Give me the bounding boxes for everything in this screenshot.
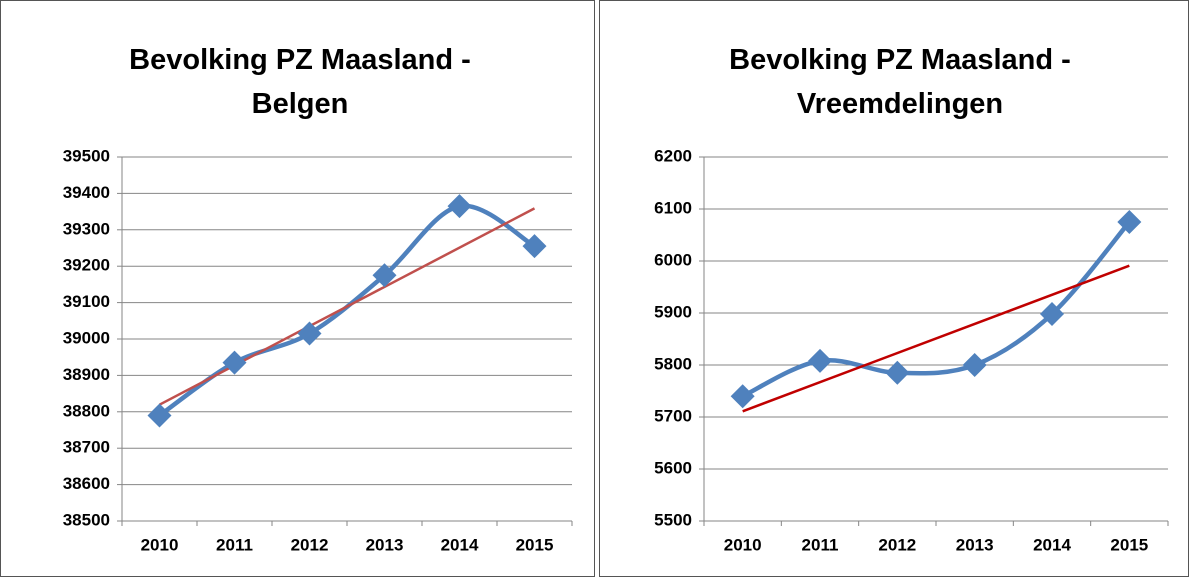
x-tick-label: 2012 [878,535,916,554]
x-tick-label: 2014 [1033,535,1071,554]
x-tick-label: 2013 [956,535,994,554]
y-tick-label: 38900 [63,365,110,384]
x-tick-label: 2011 [802,535,839,554]
y-tick-label: 6000 [654,250,692,269]
x-tick-label: 2010 [141,535,179,554]
data-point [1117,210,1142,234]
x-tick-label: 2011 [216,535,253,554]
y-tick-label: 38500 [63,510,110,529]
y-tick-label: 39500 [63,146,110,165]
trendline [158,207,536,406]
data-point [447,194,472,219]
data-point [297,321,322,346]
y-tick-label: 39000 [63,328,110,347]
y-tick-label: 39400 [63,183,110,202]
chart-title: Bevolking PZ Maasland - Belgen [129,44,471,120]
trendline [742,264,1130,413]
y-tick-label: 5900 [654,302,692,321]
x-tick-label: 2013 [366,535,404,554]
data-point [730,384,755,409]
data-point [962,353,987,377]
x-tick-label: 2014 [441,535,479,554]
x-tick-label: 2010 [724,535,762,554]
data-point [222,350,247,375]
data-point [1040,302,1064,327]
y-tick-label: 38600 [63,474,110,493]
y-tick-label: 39100 [63,292,110,311]
y-tick-label: 5500 [654,510,692,529]
x-tick-label: 2015 [1110,535,1148,554]
y-tick-label: 6200 [654,146,692,165]
x-tick-label: 2012 [291,535,329,554]
y-tick-label: 38800 [63,401,110,420]
data-point [808,348,832,373]
y-tick-label: 6100 [654,198,692,217]
data-point [147,403,172,428]
data-point [372,263,397,288]
data-point [522,234,547,259]
chart-title: Bevolking PZ Maasland - Vreemdelingen [729,44,1071,120]
y-tick-label: 38700 [63,438,110,457]
x-tick-label: 2015 [516,535,554,554]
y-tick-label: 5700 [654,406,692,425]
chart-panel [0,0,595,577]
data-point [885,360,910,385]
series-line [741,220,1132,399]
y-tick-label: 39200 [63,256,110,275]
y-tick-label: 5800 [654,354,692,373]
y-tick-label: 5600 [654,458,692,477]
y-tick-label: 39300 [63,219,110,238]
